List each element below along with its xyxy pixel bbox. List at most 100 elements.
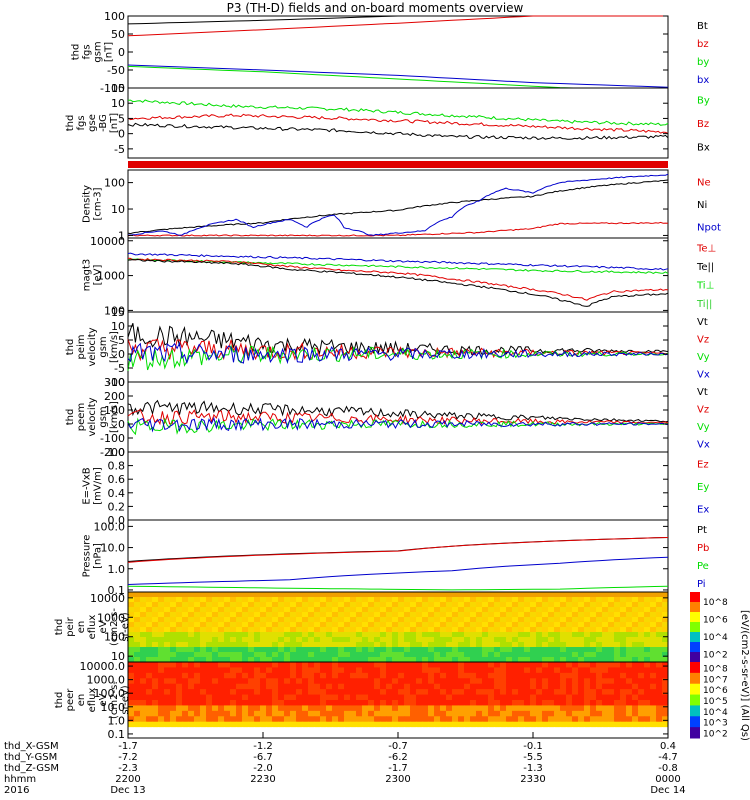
legend-Te⊥: Te⊥ (696, 243, 716, 254)
y-tick-label: 0.1 (108, 584, 126, 597)
y-tick-label: -200 (100, 446, 125, 459)
legend-Pt: Pt (697, 525, 707, 536)
legend-by: by (697, 57, 709, 68)
legend-Vy: Vy (697, 352, 710, 363)
y-axis-label: [nT] (109, 113, 120, 133)
colorbar-segment (690, 642, 700, 653)
colorbar-segment (690, 672, 700, 685)
colorbar-segment (690, 602, 700, 613)
y-axis-label: thd (65, 409, 76, 426)
y-tick-label: 100.0 (94, 687, 126, 700)
series-line-Vy (127, 344, 669, 371)
y-tick-label: 1.0 (108, 714, 126, 727)
y-axis-label: thd (65, 339, 76, 356)
x-gsm-label: -1.2 (253, 741, 273, 752)
y-tick-label: 100 (104, 177, 125, 190)
series-line-Ne (127, 221, 669, 237)
y-axis-label: thd (54, 619, 65, 636)
y-axis-label: [km/s] (109, 331, 120, 363)
series-line-Vx (127, 416, 669, 433)
series-line-Bz (127, 113, 669, 134)
y-axis-label: -BG (98, 114, 109, 132)
y-axis-label: fgs (82, 44, 93, 59)
legend-Pb: Pb (697, 543, 709, 554)
x-axis-row-label: thd_Y-GSM (4, 752, 57, 763)
y-tick-label: 0 (118, 418, 125, 431)
y-axis-label: gsm (98, 406, 109, 427)
y-tick-label: 0.0 (108, 514, 126, 527)
y-axis-label: peem (76, 403, 87, 431)
colorbar-label: 10^8 (703, 664, 728, 674)
panel-frame (127, 519, 669, 593)
legend-Ni: Ni (697, 200, 707, 211)
y-tick-label: -50 (107, 64, 125, 77)
y-axis-label: Density (82, 185, 93, 223)
legend-Npot: Npot (697, 223, 721, 234)
y-axis-label: (cm2-s- (109, 608, 120, 646)
y-axis-label: [eV] (93, 265, 104, 286)
legend-Ti⊥: Ti⊥ (696, 280, 714, 291)
y-tick-label: 1.0 (108, 446, 126, 459)
y-axis-label: gsm (98, 336, 109, 357)
legend-Bz: Bz (697, 119, 709, 130)
date-label: Dec 13 (110, 785, 145, 796)
z-gsm-label: -2.0 (253, 763, 273, 774)
z-gsm-label: -1.7 (388, 763, 408, 774)
series-line-Te⊥ (127, 257, 669, 301)
date-label: Dec 14 (650, 785, 685, 796)
series-line-Pb (127, 537, 669, 563)
hhmm-label: 2330 (520, 774, 545, 785)
y-tick-label: -5 (114, 143, 125, 156)
hhmm-label: 0000 (655, 774, 680, 785)
x-axis-row-label: 2016 (4, 785, 29, 796)
y-axis-label: gsm (93, 41, 104, 62)
y-axis-label: [nT] (104, 42, 115, 62)
y-axis-label: [nPa] (93, 543, 104, 569)
series-line-Vz (127, 409, 669, 426)
y-axis-label: thd (65, 115, 76, 132)
colorbar-segment (690, 705, 700, 717)
y-tick-label: 10.0 (101, 701, 126, 714)
y-axis-label: eV (98, 693, 109, 706)
chart-title: P3 (TH-D) fields and on-board moments ov… (226, 1, 524, 15)
x-gsm-label: 0.4 (660, 741, 676, 752)
series-line-Vt (127, 399, 669, 423)
colorbar-label: 10^5 (703, 697, 728, 707)
colorbar-label: 10^3 (703, 719, 728, 729)
colorbar-segment (690, 652, 700, 663)
y-tick-label: 10 (111, 203, 125, 216)
y-axis-label: velocity (87, 327, 98, 366)
colorbar-label: 10^4 (703, 633, 728, 643)
colorbar-label: 10^4 (703, 708, 728, 718)
legend-Ti||: Ti|| (696, 299, 712, 310)
colorbar-segment (690, 683, 700, 696)
series-line-Pe (127, 585, 669, 591)
x-axis-row-label: hhmm (4, 774, 36, 785)
y-tick-label: -100 (100, 432, 125, 445)
y-axis-label: E=-VxB (82, 467, 93, 504)
y-tick-label: 15 (111, 306, 125, 319)
legend-Vx: Vx (697, 369, 710, 380)
y-axis-label: thd (54, 692, 65, 709)
y-tick-label: 0 (118, 128, 125, 141)
y-tick-label: 0.1 (108, 728, 126, 741)
colorbar-segment (690, 612, 700, 623)
y-tick-label: -10 (107, 376, 125, 389)
legend-Te||: Te|| (696, 262, 714, 273)
z-gsm-label: -1.3 (523, 763, 543, 774)
series-line-Ti⊥ (127, 252, 669, 271)
series-line-bz (127, 15, 668, 37)
series-line-Vx (127, 341, 669, 365)
y-tick-label: 100 (104, 631, 125, 644)
y-gsm-label: -6.2 (388, 752, 408, 763)
y-axis-label: thd (71, 44, 82, 61)
y-tick-label: 0.4 (108, 487, 126, 500)
y-tick-label: 1000.0 (87, 674, 126, 687)
y-tick-label: -5 (114, 362, 125, 375)
y-gsm-label: -4.7 (658, 752, 678, 763)
colorbar-segment (690, 632, 700, 643)
legend-bx: bx (697, 75, 709, 86)
y-tick-label: 100 (104, 10, 125, 23)
series-line-Te|| (127, 258, 669, 307)
colorbar-segment (690, 694, 700, 706)
